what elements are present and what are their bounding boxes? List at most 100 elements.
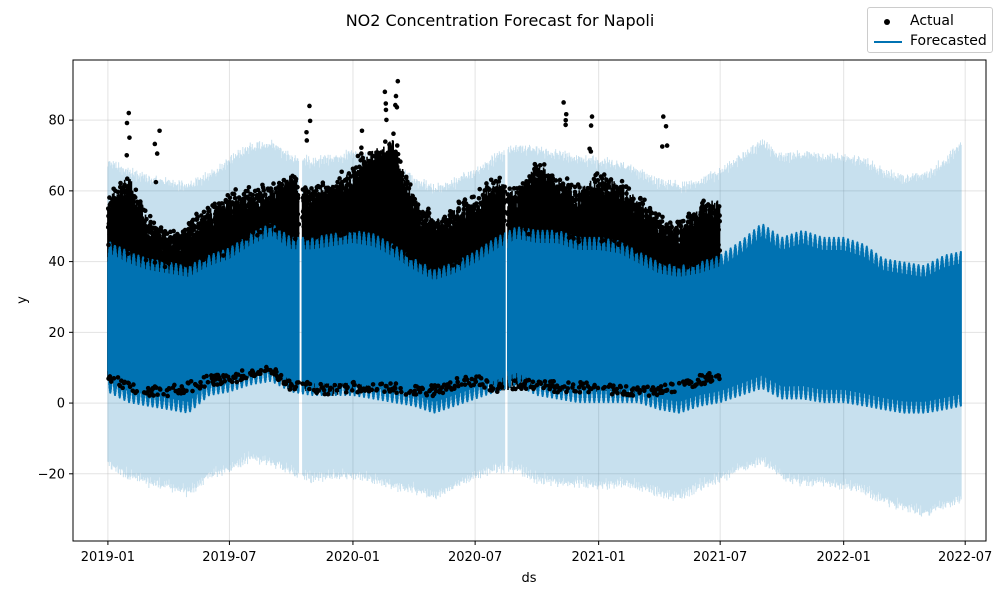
actual-point <box>536 188 542 194</box>
actual-point <box>548 222 553 228</box>
y-tick-label: 20 <box>48 326 65 341</box>
actual-point <box>552 389 557 395</box>
actual-point <box>205 379 211 385</box>
actual-point <box>490 386 496 391</box>
actual-point <box>703 207 708 213</box>
actual-point <box>415 235 421 240</box>
actual-point <box>447 380 453 385</box>
actual-point <box>593 187 599 193</box>
actual-point <box>625 230 630 236</box>
actual-point <box>166 260 171 266</box>
actual-point <box>533 191 538 197</box>
actual-point <box>717 248 723 253</box>
actual-point <box>641 231 646 236</box>
actual-point <box>370 382 376 387</box>
actual-point <box>131 382 136 387</box>
actual-point <box>642 197 647 203</box>
actual-point <box>108 379 114 384</box>
actual-point <box>301 218 306 224</box>
actual-point <box>339 169 344 175</box>
actual-point <box>204 373 209 379</box>
actual-point <box>562 192 568 198</box>
actual-point <box>692 235 698 241</box>
actual-point <box>619 178 625 184</box>
actual-point <box>519 386 524 392</box>
actual-point <box>203 254 209 259</box>
actual-point <box>110 228 115 234</box>
actual-point <box>408 388 413 394</box>
actual-point <box>150 240 156 245</box>
actual-point <box>527 174 532 179</box>
actual-peak-point <box>355 153 361 159</box>
actual-point <box>285 204 291 210</box>
actual-point <box>258 223 263 228</box>
actual-point <box>396 236 401 241</box>
actual-point <box>201 257 206 263</box>
actual-point <box>295 195 301 201</box>
actual-point <box>660 214 665 220</box>
actual-point <box>496 223 501 229</box>
actual-point <box>603 187 608 192</box>
actual-point <box>449 252 455 258</box>
actual-point <box>342 193 348 199</box>
actual-point <box>708 214 714 220</box>
actual-point <box>677 264 682 269</box>
actual-point <box>607 197 613 203</box>
actual-point <box>231 191 237 197</box>
actual-point <box>507 186 513 191</box>
actual-point <box>370 173 375 179</box>
actual-point <box>513 386 518 392</box>
actual-point <box>702 381 708 387</box>
actual-point <box>258 229 263 235</box>
actual-point <box>201 232 207 237</box>
actual-point <box>681 233 686 238</box>
actual-point <box>205 232 210 238</box>
actual-point <box>577 226 583 231</box>
actual-point <box>222 378 228 384</box>
actual-point <box>545 180 551 185</box>
legend-actual-marker <box>884 19 890 25</box>
actual-point <box>250 230 256 235</box>
actual-point <box>679 243 685 248</box>
x-tick-label: 2020-07 <box>448 550 502 565</box>
actual-point <box>667 220 673 225</box>
actual-point <box>591 219 597 224</box>
actual-point <box>214 213 220 218</box>
actual-point <box>357 164 362 170</box>
actual-point <box>590 193 596 199</box>
actual-point <box>709 374 714 380</box>
actual-point <box>312 197 317 203</box>
x-tick-label: 2019-07 <box>202 550 256 565</box>
actual-point <box>384 170 390 176</box>
actual-point <box>315 209 320 215</box>
actual-point <box>195 214 200 220</box>
actual-point <box>218 214 224 220</box>
actual-point <box>343 214 348 220</box>
actual-peak-point <box>589 114 595 119</box>
actual-point <box>475 223 480 229</box>
actual-point <box>531 203 536 209</box>
actual-point <box>358 168 363 174</box>
actual-point <box>681 218 686 224</box>
actual-point <box>600 183 606 188</box>
actual-point <box>147 252 152 258</box>
actual-point <box>609 208 615 213</box>
actual-point <box>249 209 255 215</box>
actual-point <box>119 209 124 215</box>
actual-point <box>378 193 384 199</box>
actual-peak-point <box>359 128 365 134</box>
actual-point <box>255 187 261 193</box>
actual-point <box>399 173 405 179</box>
actual-point <box>155 392 160 397</box>
actual-point <box>624 191 629 196</box>
actual-point <box>272 198 277 203</box>
actual-point <box>295 231 300 236</box>
actual-point <box>337 190 343 196</box>
actual-point <box>294 199 300 204</box>
actual-point <box>124 176 130 182</box>
actual-point <box>152 260 158 265</box>
actual-point <box>580 220 585 226</box>
actual-point <box>675 230 681 236</box>
actual-point <box>211 382 217 387</box>
